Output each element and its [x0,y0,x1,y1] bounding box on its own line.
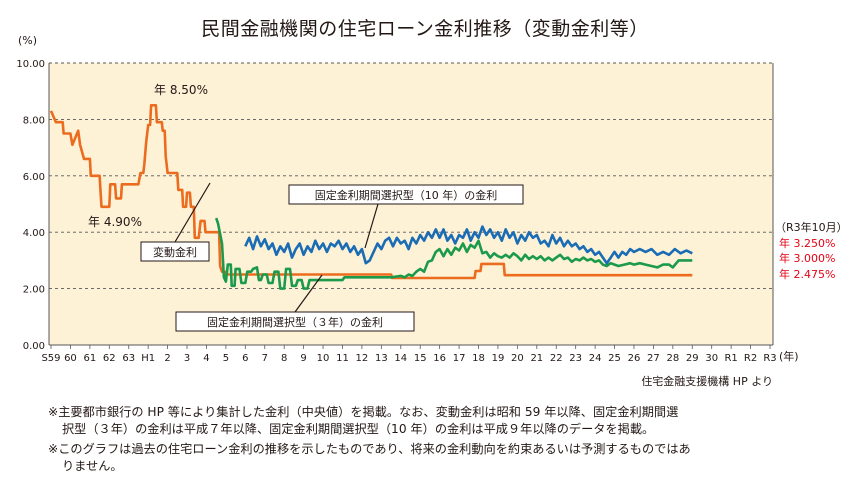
x-tick-label: 4 [203,353,209,364]
series-lines [49,104,693,290]
annotation-label: 年 4.90% [88,215,142,229]
x-tick-label: 2 [164,353,170,364]
end-label-variable: 年 2.475% [779,267,835,281]
x-tick-label: 29 [686,353,699,364]
series-line-2 [244,225,693,265]
y-tick-label: 6.00 [23,172,45,183]
x-tick-label: R2 [744,353,757,364]
series-line-1 [214,217,693,290]
x-tick-label: 63 [122,353,135,364]
x-axis-ticks: S59 60 61 62 63 H1 2 3 4 5 6 7 8 9 10 11 12 13 14 15 16 17 18 1… [41,345,777,364]
annotation-label: 固定金利期間選択型（10 年）の金利 [315,188,498,202]
annotation-label: 年 8.50% [154,83,208,97]
footnote-line-2: 択型（３年）の金利は平成７年以降、固定金利期間選択型（10 年）の金利は平成９年… [62,422,655,436]
x-tick-label: 12 [356,353,369,364]
chart-title: 民間金融機関の住宅ローン金利推移（変動金利等） [201,18,649,40]
x-tick-label: S59 [41,353,60,364]
y-tick-label: 10.00 [16,59,45,70]
annotation-label: 変動金利 [153,245,197,259]
x-tick-label: 18 [472,353,485,364]
x-tick-label: 21 [530,353,543,364]
x-tick-label: 23 [569,353,582,364]
x-tick-label: 26 [628,353,641,364]
x-tick-label: 9 [300,353,306,364]
annotation-label: 固定金利期間選択型（３年）の金利 [207,315,383,329]
x-tick-label: 61 [83,353,96,364]
x-tick-label: 7 [262,353,268,364]
y-unit-label: (%) [18,34,37,47]
x-tick-label: H1 [141,353,155,364]
x-tick-label: 17 [453,353,466,364]
x-tick-label: 13 [375,353,388,364]
y-tick-label: 4.00 [23,228,45,239]
annotation-box [140,241,210,262]
x-tick-label: 30 [705,353,718,364]
annotation-box [288,184,524,205]
footnote-line-1: ※主要都市銀行の HP 等により集計した金利（中央値）を掲載。なお、変動金利は昭… [48,405,679,419]
annotation-leader [364,203,379,249]
x-tick-label: 25 [608,353,621,364]
x-tick-label: 27 [647,353,660,364]
x-tick-label: 24 [589,353,602,364]
x-tick-label: 28 [666,353,679,364]
y-axis-ticks: 0.00 2.00 4.00 6.00 8.00 10.00 [16,59,45,352]
x-tick-label: 22 [550,353,563,364]
x-tick-label: 10 [317,353,330,364]
y-tick-label: 2.00 [23,285,45,296]
x-tick-label: 14 [394,353,407,364]
x-tick-label: 20 [511,353,524,364]
y-tick-label: 8.00 [23,115,45,126]
x-tick-label: R1 [724,353,737,364]
end-label-10y: 年 3.250% [779,236,835,250]
annotation-leader [174,182,211,243]
annotation-leader [294,274,323,313]
end-label-3y: 年 3.000% [779,251,835,265]
x-tick-label: 8 [281,353,287,364]
source-label: 住宅金融支援機構 HP より [641,374,773,388]
x-unit-label: (年) [779,349,799,363]
end-label-heading: （R3年10月） [775,220,848,234]
footnote-line-3: ※このグラフは過去の住宅ローン金利の推移を示したものであり、将来の金利動向を約束… [48,442,691,456]
x-tick-label: 19 [492,353,505,364]
x-tick-label: 15 [414,353,427,364]
footnote-line-4: りません。 [62,459,123,473]
grid-lines [48,62,774,346]
x-tick-label: 11 [336,353,349,364]
annotation-box [175,311,415,332]
x-tick-label: 6 [242,353,248,364]
x-tick-label: 5 [223,353,229,364]
y-tick-label: 0.00 [23,341,45,352]
x-tick-label: 16 [433,353,446,364]
x-tick-label: 60 [64,353,77,364]
x-tick-label: 3 [184,353,190,364]
x-tick-label: R3 [763,353,776,364]
x-tick-label: 62 [103,353,116,364]
